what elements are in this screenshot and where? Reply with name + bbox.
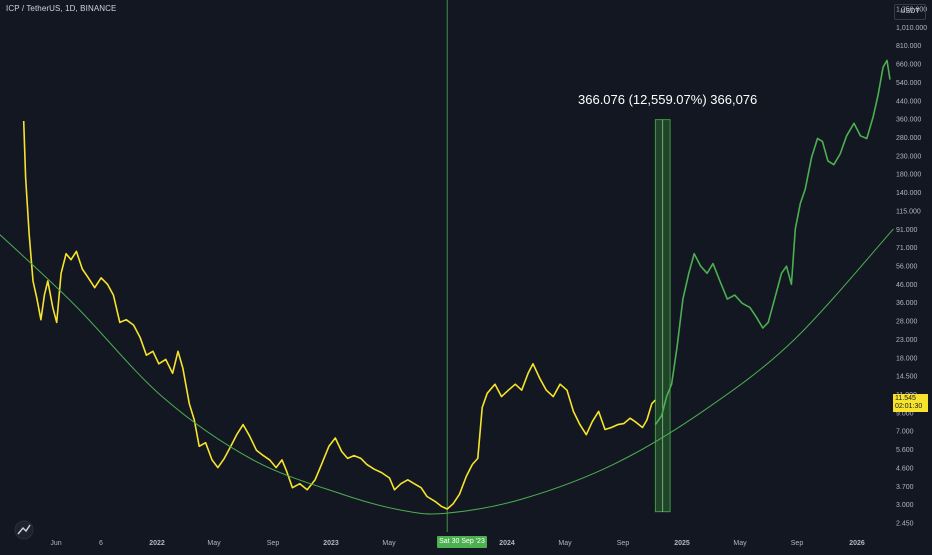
y-tick-label: 28.000 <box>896 319 918 326</box>
y-tick-label: 3.700 <box>896 484 914 491</box>
y-tick-label: 14.500 <box>896 374 918 381</box>
y-tick-label: 810.000 <box>896 43 921 50</box>
y-tick-label: 1,010.000 <box>896 25 927 32</box>
x-tick-label: May <box>382 540 396 547</box>
y-tick-label: 7.000 <box>896 429 914 436</box>
y-tick-label: 2.450 <box>896 521 914 528</box>
measure-label: 366.076 (12,559.07%) 366,076 <box>578 92 758 107</box>
measure-box-layer <box>654 119 671 513</box>
y-tick-label: 440.000 <box>896 98 921 105</box>
y-tick-label: 115.000 <box>896 208 921 215</box>
y-tick-label: 1,250.000 <box>896 7 927 14</box>
crosshair-date-badge: Sat 30 Sep '23 <box>437 536 487 548</box>
x-tick-label: May <box>558 540 572 547</box>
last-price-value: 11.545 <box>895 395 916 402</box>
x-tick-label: May <box>733 540 747 547</box>
x-tick-label: Sep <box>791 540 804 547</box>
y-tick-label: 660.000 <box>896 62 921 69</box>
y-tick-label: 5.600 <box>896 447 914 454</box>
currency-button[interactable]: USDT <box>894 4 926 20</box>
x-tick-label: 2026 <box>849 540 865 547</box>
y-tick-label: 3.000 <box>896 502 914 509</box>
y-tick-label: 18.000 <box>896 355 918 362</box>
y-tick-label: 4.600 <box>896 465 914 472</box>
x-tick-label: 6 <box>99 540 103 547</box>
projection-series-line <box>654 59 891 426</box>
y-tick-label: 140.000 <box>896 190 921 197</box>
x-tick-label: 2022 <box>149 540 165 547</box>
tradingview-logo[interactable] <box>14 520 48 540</box>
last-price-badge: 11.545 02:01:30 <box>893 394 928 412</box>
x-tick-label: Sep <box>267 540 280 547</box>
y-tick-label: 180.000 <box>896 172 921 179</box>
y-tick-label: 56.000 <box>896 264 918 271</box>
y-tick-label: 230.000 <box>896 153 921 160</box>
y-tick-label: 540.000 <box>896 80 921 87</box>
axes-layer: 1,250.000 1,010.000 810.000 660.000 540.000 4… <box>50 7 927 548</box>
curve-series-line <box>0 228 894 515</box>
last-price-countdown: 02:01:30 <box>895 403 923 410</box>
y-tick-label: 46.000 <box>896 282 918 289</box>
symbol-title[interactable]: ICP / TetherUS, 1D, BINANCE <box>6 4 117 13</box>
series-layer <box>0 0 894 532</box>
y-tick-label: 360.000 <box>896 117 921 124</box>
y-tick-label: 91.000 <box>896 227 918 234</box>
history-series-line <box>22 120 656 510</box>
x-tick-label: Jun <box>50 540 61 547</box>
y-tick-label: 9.000 <box>896 410 914 417</box>
y-tick-label: 36.000 <box>896 300 918 307</box>
y-tick-label: 23.000 <box>896 337 918 344</box>
x-tick-label: 2023 <box>323 540 339 547</box>
x-tick-label: May <box>207 540 221 547</box>
y-tick-label: 280.000 <box>896 135 921 142</box>
y-tick-label: 71.000 <box>896 245 918 252</box>
x-tick-label: 2025 <box>674 540 690 547</box>
x-tick-label: Sep <box>617 540 630 547</box>
x-tick-label: 2024 <box>499 540 515 547</box>
